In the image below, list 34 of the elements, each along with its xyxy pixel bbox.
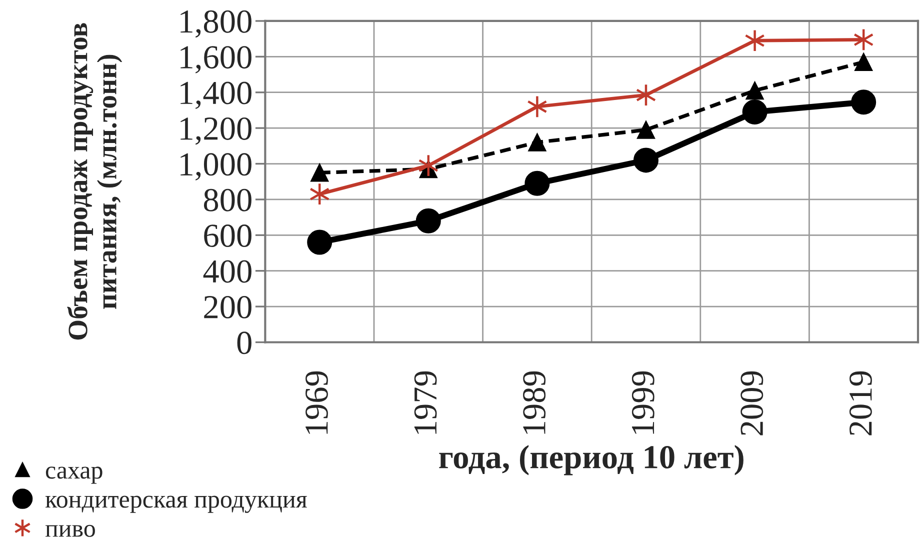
- x-tick-label: 1979: [414, 371, 437, 434]
- x-tick-label: 2019: [849, 371, 872, 436]
- x-axis-title: года, (период 10 лет): [439, 445, 744, 476]
- y-tick-label: 1,000: [180, 153, 252, 180]
- point: [744, 29, 765, 52]
- y-tick-label: 1,600: [180, 46, 252, 74]
- x-tick-label: 1989: [523, 371, 546, 434]
- point: [416, 208, 441, 234]
- y-tick-label: 1,800: [180, 10, 252, 38]
- point: [524, 170, 550, 196]
- point: [854, 53, 873, 72]
- point: [746, 82, 764, 100]
- point: [307, 230, 332, 255]
- y-tick-label: 800: [204, 188, 252, 212]
- y-tick-label: 400: [203, 260, 252, 283]
- point: [742, 100, 768, 124]
- legend-label: сахар: [46, 466, 102, 484]
- point: [310, 164, 329, 182]
- legend-label: пиво: [45, 524, 95, 537]
- point: [527, 95, 548, 118]
- x-tick-label: 1969: [306, 371, 328, 434]
- y-tick-label: 200: [204, 296, 252, 318]
- legend-label: кондитерская продукция: [45, 496, 307, 513]
- x-tick-label: 1999: [632, 371, 654, 434]
- point: [633, 148, 658, 173]
- y-axis-title: Объем продаж продуктов питания, (млн.тонн): [67, 23, 122, 340]
- point: [528, 133, 546, 152]
- y-tick-label: 1,200: [180, 117, 252, 145]
- y-tick-label: 600: [204, 224, 252, 248]
- y-tick-label: 1,400: [180, 82, 252, 110]
- x-tick-label: 2009: [740, 371, 764, 436]
- y-tick-label: 0: [237, 332, 252, 354]
- point: [636, 120, 656, 139]
- point: [851, 90, 876, 115]
